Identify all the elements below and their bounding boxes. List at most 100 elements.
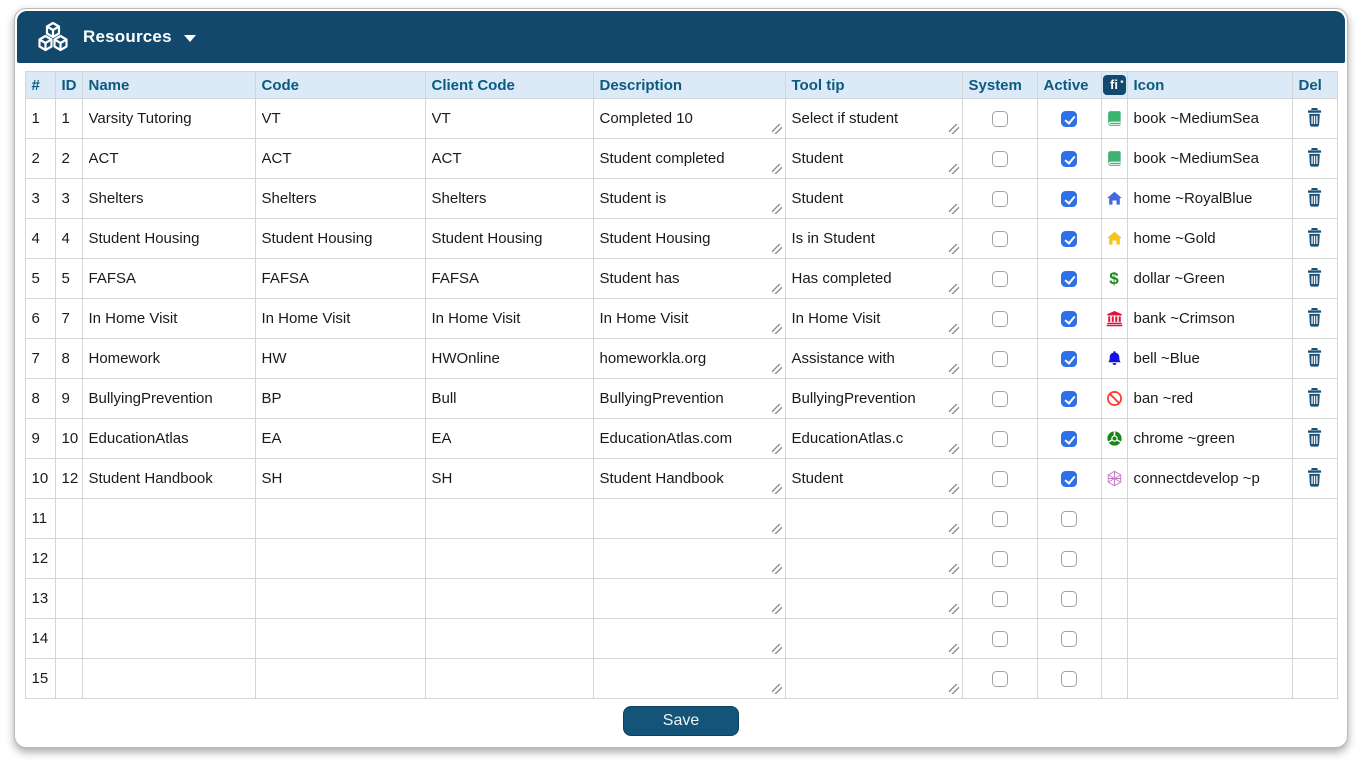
active-checkbox[interactable] (1061, 551, 1077, 568)
name-input[interactable] (83, 100, 254, 137)
code-input[interactable] (256, 420, 424, 457)
code-input[interactable] (256, 540, 424, 577)
client-code-input[interactable] (426, 660, 592, 697)
client-code-input[interactable] (426, 260, 592, 297)
icon-input[interactable] (1128, 260, 1291, 297)
system-checkbox[interactable] (991, 351, 1008, 368)
code-input[interactable] (256, 300, 424, 337)
delete-icon[interactable] (1305, 147, 1324, 167)
client-code-input[interactable] (426, 340, 592, 377)
system-checkbox[interactable] (991, 471, 1008, 488)
tooltip-textarea[interactable] (786, 619, 961, 658)
client-code-input[interactable] (426, 620, 592, 657)
delete-icon[interactable] (1305, 307, 1324, 327)
resize-grip[interactable] (771, 483, 782, 494)
active-checkbox[interactable] (1061, 351, 1077, 368)
resize-grip[interactable] (771, 323, 782, 334)
system-checkbox[interactable] (991, 511, 1008, 528)
active-checkbox[interactable] (1061, 151, 1077, 168)
resize-grip[interactable] (771, 523, 782, 534)
delete-icon[interactable] (1305, 467, 1324, 487)
code-input[interactable] (256, 660, 424, 697)
client-code-input[interactable] (426, 100, 592, 137)
delete-icon[interactable] (1305, 107, 1324, 127)
client-code-input[interactable] (426, 140, 592, 177)
resize-grip[interactable] (948, 243, 959, 254)
icon-input[interactable] (1128, 380, 1291, 417)
tooltip-textarea[interactable] (786, 659, 961, 698)
description-textarea[interactable] (594, 379, 784, 418)
client-code-input[interactable] (426, 460, 592, 497)
icon-input[interactable] (1128, 660, 1291, 697)
system-checkbox[interactable] (991, 631, 1008, 648)
resize-grip[interactable] (948, 363, 959, 374)
resources-dropdown[interactable]: Resources (17, 11, 1345, 63)
delete-icon[interactable] (1305, 267, 1324, 287)
description-textarea[interactable] (594, 219, 784, 258)
code-input[interactable] (256, 180, 424, 217)
active-checkbox[interactable] (1061, 591, 1077, 608)
resize-grip[interactable] (948, 283, 959, 294)
tooltip-textarea[interactable] (786, 419, 961, 458)
description-textarea[interactable] (594, 339, 784, 378)
active-checkbox[interactable] (1061, 111, 1077, 128)
system-checkbox[interactable] (991, 231, 1008, 248)
delete-icon[interactable] (1305, 387, 1324, 407)
system-checkbox[interactable] (991, 551, 1008, 568)
client-code-input[interactable] (426, 500, 592, 537)
system-checkbox[interactable] (991, 591, 1008, 608)
resize-grip[interactable] (771, 643, 782, 654)
active-checkbox[interactable] (1061, 471, 1077, 488)
code-input[interactable] (256, 100, 424, 137)
tooltip-textarea[interactable] (786, 339, 961, 378)
resize-grip[interactable] (771, 563, 782, 574)
icon-input[interactable] (1128, 140, 1291, 177)
description-textarea[interactable] (594, 659, 784, 698)
description-textarea[interactable] (594, 259, 784, 298)
code-input[interactable] (256, 460, 424, 497)
icon-input[interactable] (1128, 340, 1291, 377)
client-code-input[interactable] (426, 540, 592, 577)
delete-icon[interactable] (1305, 347, 1324, 367)
resize-grip[interactable] (948, 323, 959, 334)
system-checkbox[interactable] (991, 671, 1008, 688)
system-checkbox[interactable] (991, 151, 1008, 168)
system-checkbox[interactable] (991, 431, 1008, 448)
system-checkbox[interactable] (991, 391, 1008, 408)
description-textarea[interactable] (594, 99, 784, 138)
description-textarea[interactable] (594, 579, 784, 618)
system-checkbox[interactable] (991, 271, 1008, 288)
name-input[interactable] (83, 180, 254, 217)
description-textarea[interactable] (594, 139, 784, 178)
resize-grip[interactable] (771, 163, 782, 174)
description-textarea[interactable] (594, 619, 784, 658)
description-textarea[interactable] (594, 179, 784, 218)
code-input[interactable] (256, 340, 424, 377)
delete-icon[interactable] (1305, 227, 1324, 247)
icon-input[interactable] (1128, 540, 1291, 577)
icon-input[interactable] (1128, 580, 1291, 617)
icon-input[interactable] (1128, 100, 1291, 137)
client-code-input[interactable] (426, 220, 592, 257)
name-input[interactable] (83, 140, 254, 177)
active-checkbox[interactable] (1061, 231, 1077, 248)
active-checkbox[interactable] (1061, 631, 1077, 648)
resize-grip[interactable] (948, 603, 959, 614)
resize-grip[interactable] (771, 123, 782, 134)
name-input[interactable] (83, 620, 254, 657)
active-checkbox[interactable] (1061, 511, 1077, 528)
name-input[interactable] (83, 540, 254, 577)
name-input[interactable] (83, 460, 254, 497)
code-input[interactable] (256, 620, 424, 657)
name-input[interactable] (83, 660, 254, 697)
tooltip-textarea[interactable] (786, 499, 961, 538)
name-input[interactable] (83, 340, 254, 377)
icon-input[interactable] (1128, 460, 1291, 497)
resize-grip[interactable] (771, 603, 782, 614)
description-textarea[interactable] (594, 539, 784, 578)
resize-grip[interactable] (948, 123, 959, 134)
tooltip-textarea[interactable] (786, 299, 961, 338)
name-input[interactable] (83, 580, 254, 617)
icon-input[interactable] (1128, 420, 1291, 457)
system-checkbox[interactable] (991, 191, 1008, 208)
